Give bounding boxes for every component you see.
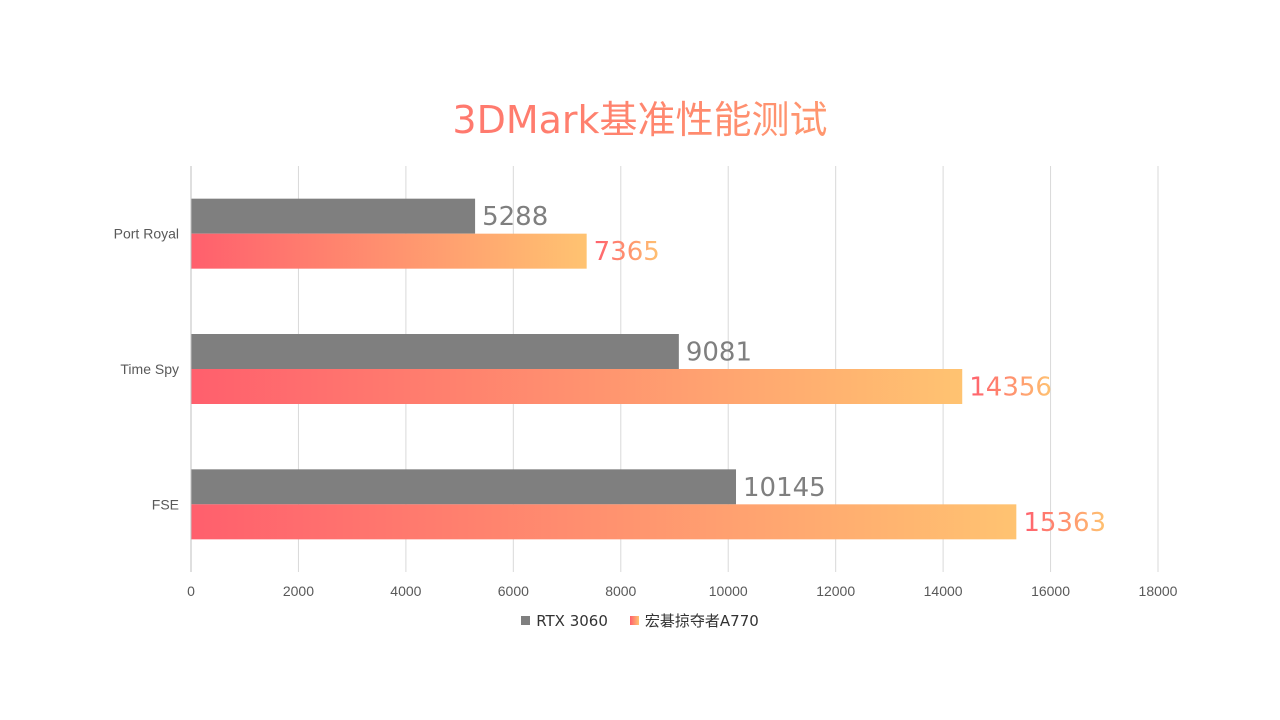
x-tick-label: 14000 — [924, 583, 963, 599]
bar-a770 — [191, 504, 1017, 540]
bar-rtx3060 — [191, 334, 679, 369]
data-label-a770: 14356 — [969, 373, 1052, 403]
legend-swatch-gradient — [629, 616, 639, 625]
x-tick-label: 4000 — [390, 583, 421, 599]
bar-a770 — [191, 233, 587, 269]
legend-item-a770: 宏碁掠夺者A770 — [629, 610, 759, 631]
category-label: Time Spy — [120, 361, 179, 377]
x-tick-label: 18000 — [1139, 583, 1178, 599]
bar-rtx3060 — [191, 198, 476, 234]
data-labels: 5288 7365 9081 14356 10145 15363 — [482, 202, 1106, 538]
data-label-a770: 7365 — [594, 237, 660, 267]
data-label-a770: 15363 — [1023, 508, 1106, 538]
chart-title: 3DMark基准性能测试 — [0, 92, 1280, 148]
x-tick-label: 2000 — [283, 583, 314, 599]
bar-rtx3060 — [191, 469, 737, 505]
axes: 0 2000 4000 6000 8000 10000 12000 14000 16000 180… — [114, 166, 1178, 599]
legend-label-rtx3060: RTX 3060 — [536, 611, 608, 630]
x-tick-label: 0 — [187, 583, 195, 599]
x-tick-label: 8000 — [605, 583, 636, 599]
x-tick-label: 16000 — [1031, 583, 1070, 599]
data-label-rtx3060: 9081 — [686, 338, 752, 368]
legend: RTX 3060 宏碁掠夺者A770 — [0, 610, 1280, 631]
data-label-rtx3060: 5288 — [482, 202, 548, 232]
category-label: Port Royal — [114, 226, 179, 242]
category-label: FSE — [152, 496, 179, 512]
data-label-rtx3060: 10145 — [743, 473, 826, 503]
bars — [191, 198, 1017, 540]
legend-item-rtx3060: RTX 3060 — [521, 612, 608, 630]
legend-label-a770: 宏碁掠夺者A770 — [644, 612, 759, 630]
bar-a770 — [191, 369, 963, 404]
x-tick-label: 6000 — [498, 583, 529, 599]
x-tick-label: 12000 — [816, 583, 855, 599]
legend-swatch-gray — [521, 616, 531, 625]
x-tick-label: 10000 — [709, 583, 748, 599]
